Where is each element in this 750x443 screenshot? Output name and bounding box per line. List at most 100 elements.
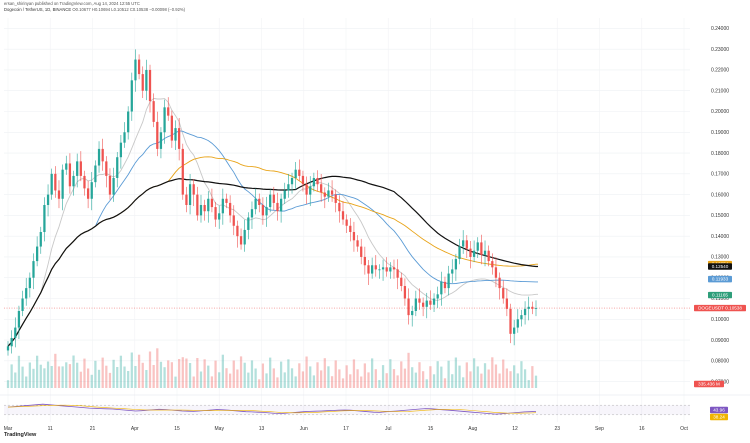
candle-body xyxy=(272,194,275,203)
candle-body xyxy=(141,74,144,91)
candle-body xyxy=(403,286,407,299)
volume-bar xyxy=(254,368,257,388)
candle-body xyxy=(378,269,381,271)
candles xyxy=(6,49,538,356)
candle-body xyxy=(498,277,501,289)
time-tick-label: 11 xyxy=(48,426,53,432)
volume-bars xyxy=(6,348,538,388)
rsi-tag-label: 43.96 xyxy=(713,408,725,413)
candle-body xyxy=(57,190,61,199)
volume-bar xyxy=(90,374,93,388)
volume-bar xyxy=(480,373,483,388)
candle-body xyxy=(298,169,301,176)
candle-body xyxy=(381,267,385,270)
volume-bar xyxy=(116,367,119,388)
candle-body xyxy=(509,308,512,334)
candle-body xyxy=(447,273,450,289)
candle-body xyxy=(221,198,224,214)
volume-bar xyxy=(429,366,432,388)
candle-body xyxy=(534,308,538,309)
candle-body xyxy=(61,169,64,199)
candle-body xyxy=(127,111,130,133)
candle-body xyxy=(320,184,323,193)
time-tick-label: 23 xyxy=(554,426,560,432)
candle-body xyxy=(14,327,17,338)
volume-bar xyxy=(199,371,203,388)
volume-bar xyxy=(203,359,206,388)
volume-bar xyxy=(196,358,199,388)
candle-body xyxy=(199,205,203,216)
volume-bar xyxy=(443,378,447,388)
candle-body xyxy=(480,242,483,255)
volume-bar xyxy=(152,365,155,388)
volume-bar xyxy=(32,368,35,388)
candle-body xyxy=(170,115,173,141)
volume-bar xyxy=(250,360,254,388)
volume-bar xyxy=(239,356,243,388)
volume-bar xyxy=(298,363,301,388)
candle-body xyxy=(239,236,243,245)
volume-bar xyxy=(505,368,508,388)
volume-bar xyxy=(65,362,68,388)
volume-bar xyxy=(432,374,436,388)
volume-bar xyxy=(72,355,75,388)
candle-body xyxy=(94,165,97,183)
price-tick-label: 0.22000 xyxy=(711,68,729,74)
candle-body xyxy=(301,175,305,185)
volume-bar xyxy=(502,359,505,388)
candle-body xyxy=(108,175,112,195)
time-tick-label: 21 xyxy=(90,426,96,432)
volume-bar xyxy=(159,361,163,388)
rsi-tag-bg xyxy=(710,406,728,414)
volume-bar xyxy=(290,368,294,388)
candle-body xyxy=(349,225,352,233)
price-tag-label: DOGEUSDT 0.10538 xyxy=(698,306,742,311)
candle-body xyxy=(323,192,326,197)
candle-body xyxy=(341,211,345,220)
candle-body xyxy=(258,198,261,205)
volume-bar xyxy=(330,376,334,388)
candle-body xyxy=(516,319,519,328)
rsi-line xyxy=(7,403,537,415)
candle-body xyxy=(396,269,399,278)
volume-bar xyxy=(272,368,275,388)
candle-body xyxy=(352,232,356,241)
volume-bar xyxy=(134,366,137,388)
price-tag-label: 0.11933 xyxy=(712,277,729,282)
price-tick-label: 0.09000 xyxy=(711,338,729,344)
candle-body xyxy=(43,205,46,233)
volume-bar xyxy=(341,378,345,388)
volume-bar xyxy=(520,361,523,388)
volume-bar xyxy=(137,354,141,388)
candle-body xyxy=(203,205,206,212)
volume-bar xyxy=(531,366,534,388)
candle-body xyxy=(443,281,447,289)
candle-body xyxy=(247,217,250,230)
candle-body xyxy=(327,190,330,197)
volume-bar xyxy=(127,371,130,388)
moving-average-lines xyxy=(7,97,538,347)
volume-bar xyxy=(381,365,385,388)
volume-bar xyxy=(101,357,104,388)
candle-body xyxy=(86,188,90,199)
candle-body xyxy=(491,261,494,268)
candle-body xyxy=(123,132,126,143)
candle-body xyxy=(39,232,42,247)
candle-body xyxy=(367,265,370,274)
candle-body xyxy=(97,148,101,166)
publisher-line: ersan_shirinyan published on TradingView… xyxy=(4,1,140,6)
price-tick-label: 0.23000 xyxy=(711,47,729,53)
candle-body xyxy=(338,202,341,212)
candle-body xyxy=(469,248,472,257)
volume-bar xyxy=(130,352,133,388)
volume-bar xyxy=(462,377,465,388)
price-tick-label: 0.17000 xyxy=(711,172,729,178)
candle-body xyxy=(462,240,465,247)
candle-body xyxy=(152,101,155,122)
time-tick-label: 12 xyxy=(512,426,518,432)
volume-bar xyxy=(301,371,305,388)
volume-bar xyxy=(403,368,407,388)
candle-body xyxy=(156,121,159,149)
volume-bar xyxy=(10,364,13,388)
